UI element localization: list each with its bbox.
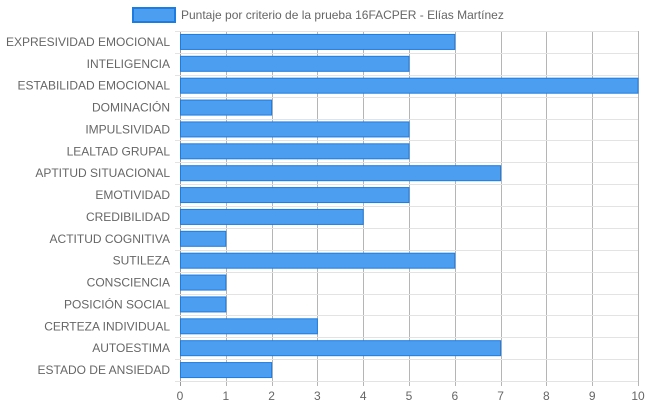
category-label: AUTOESTIMA: [92, 341, 170, 355]
category-label: CONSCIENCIA: [87, 276, 170, 290]
bar[interactable]: [180, 274, 227, 291]
x-tick-label: 5: [406, 389, 413, 403]
bar[interactable]: [180, 318, 318, 335]
bar[interactable]: [180, 230, 227, 247]
category-label: EMOTIVIDAD: [95, 188, 170, 202]
x-tick-label: 6: [451, 389, 458, 403]
x-tick-label: 7: [497, 389, 504, 403]
x-tick-label: 4: [360, 389, 367, 403]
bar[interactable]: [180, 77, 639, 94]
category-label: SUTILEZA: [113, 254, 170, 268]
bar[interactable]: [180, 252, 456, 269]
category-label: ESTADO DE ANSIEDAD: [38, 363, 171, 377]
legend-swatch: [132, 7, 176, 23]
bar[interactable]: [180, 187, 410, 204]
x-tick-label: 1: [222, 389, 229, 403]
bar[interactable]: [180, 55, 410, 72]
bar[interactable]: [180, 340, 502, 357]
x-tick-label: 0: [177, 389, 184, 403]
category-label: IMPULSIVIDAD: [85, 122, 170, 136]
bars: [180, 33, 639, 379]
x-tick-label: 2: [268, 389, 275, 403]
x-tick-label: 10: [631, 389, 645, 403]
bar[interactable]: [180, 121, 410, 138]
category-label: INTELIGENCIA: [87, 57, 170, 71]
x-tick-label: 8: [543, 389, 550, 403]
x-tick-label: 9: [589, 389, 596, 403]
bar[interactable]: [180, 362, 273, 379]
category-label: APTITUD SITUACIONAL: [35, 166, 170, 180]
category-labels: EXPRESIVIDAD EMOCIONAL INTELIGENCIA ESTABI…: [6, 35, 170, 377]
x-tick-label: 3: [314, 389, 321, 403]
category-label: CERTEZA INDIVIDUAL: [44, 319, 170, 333]
category-label: LEALTAD GRUPAL: [67, 144, 171, 158]
bar[interactable]: [180, 143, 410, 160]
bar[interactable]: [180, 99, 273, 116]
legend-label: Puntaje por criterio de la prueba 16FACP…: [181, 8, 504, 22]
bar[interactable]: [180, 208, 364, 225]
category-label: DOMINACIÓN: [92, 100, 170, 115]
category-label: EXPRESIVIDAD EMOCIONAL: [6, 35, 170, 49]
bar[interactable]: [180, 165, 502, 182]
bar[interactable]: [180, 33, 456, 50]
category-label: ESTABILIDAD EMOCIONAL: [18, 79, 171, 93]
x-tick-labels: 0 1 2 3 4 5 6 7 8 9 10: [177, 389, 645, 403]
category-label: POSICIÓN SOCIAL: [64, 296, 170, 311]
legend[interactable]: Puntaje por criterio de la prueba 16FACP…: [132, 7, 504, 23]
category-label: CREDIBILIDAD: [86, 210, 170, 224]
category-label: ACTITUD COGNITIVA: [50, 232, 170, 246]
bar[interactable]: [180, 296, 227, 313]
